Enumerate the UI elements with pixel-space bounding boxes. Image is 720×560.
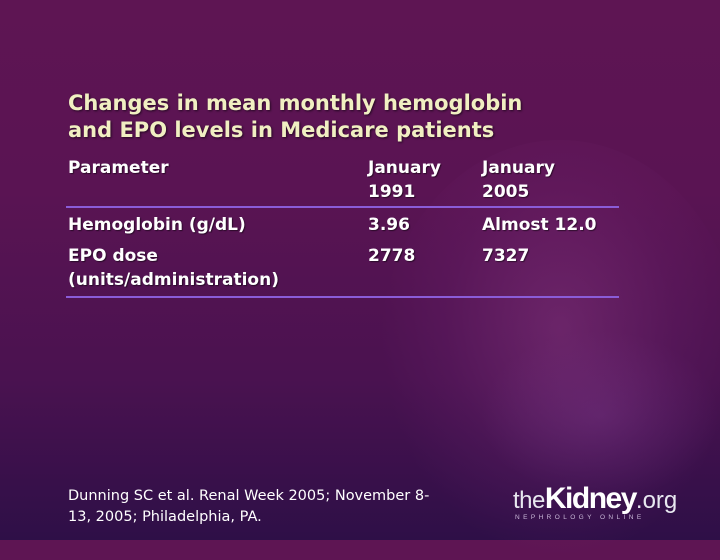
- background-glow-lower: [480, 330, 720, 500]
- row-value-2005: Almost 12.0: [482, 215, 597, 235]
- citation-footnote: Dunning SC et al. Renal Week 2005; Novem…: [68, 486, 488, 528]
- table-header-row: Parameter January 1991 January 2005: [66, 156, 619, 206]
- header-january-1991-line1: January: [368, 158, 441, 178]
- table-bottom-rule: [66, 296, 619, 298]
- logo-kidney: Kidney: [544, 482, 638, 515]
- title-line-1: Changes in mean monthly hemoglobin: [68, 91, 523, 115]
- header-january-2005-line1: January: [482, 158, 555, 178]
- header-january-1991: January 1991: [368, 156, 441, 204]
- row-value-1991: 3.96: [368, 215, 410, 235]
- header-january-2005: January 2005: [482, 156, 555, 204]
- footnote-line-1: Dunning SC et al. Renal Week 2005; Novem…: [68, 488, 430, 504]
- row-parameter-line1: EPO dose: [68, 246, 158, 266]
- table-row: EPO dose (units/administration) 2778 732…: [66, 244, 619, 296]
- logo-wordmark: theKidney.org: [513, 482, 677, 516]
- row-parameter: EPO dose (units/administration): [68, 244, 279, 292]
- background-kidney-glow: [380, 140, 720, 560]
- slide-title: Changes in mean monthly hemoglobin and E…: [68, 90, 628, 144]
- table-row: Hemoglobin (g/dL) 3.96 Almost 12.0: [66, 213, 619, 244]
- title-line-2: and EPO levels in Medicare patients: [68, 118, 495, 142]
- row-parameter: Hemoglobin (g/dL): [68, 215, 246, 235]
- header-parameter: Parameter: [68, 158, 169, 178]
- row-parameter-line2: (units/administration): [68, 270, 279, 290]
- logo-tagline: NEPHROLOGY ONLINE: [515, 514, 645, 521]
- logo-the: the: [513, 487, 545, 514]
- header-january-1991-line2: 1991: [368, 182, 416, 202]
- logo-org: .org: [635, 487, 678, 514]
- header-divider: [66, 206, 619, 208]
- thekidney-logo: theKidney.org NEPHROLOGY ONLINE: [513, 482, 713, 532]
- row-value-2005: 7327: [482, 246, 530, 266]
- data-table: Parameter January 1991 January 2005 Hemo…: [66, 156, 619, 298]
- footnote-line-2: 13, 2005; Philadelphia, PA.: [68, 509, 262, 525]
- row-value-1991: 2778: [368, 246, 416, 266]
- header-january-2005-line2: 2005: [482, 182, 530, 202]
